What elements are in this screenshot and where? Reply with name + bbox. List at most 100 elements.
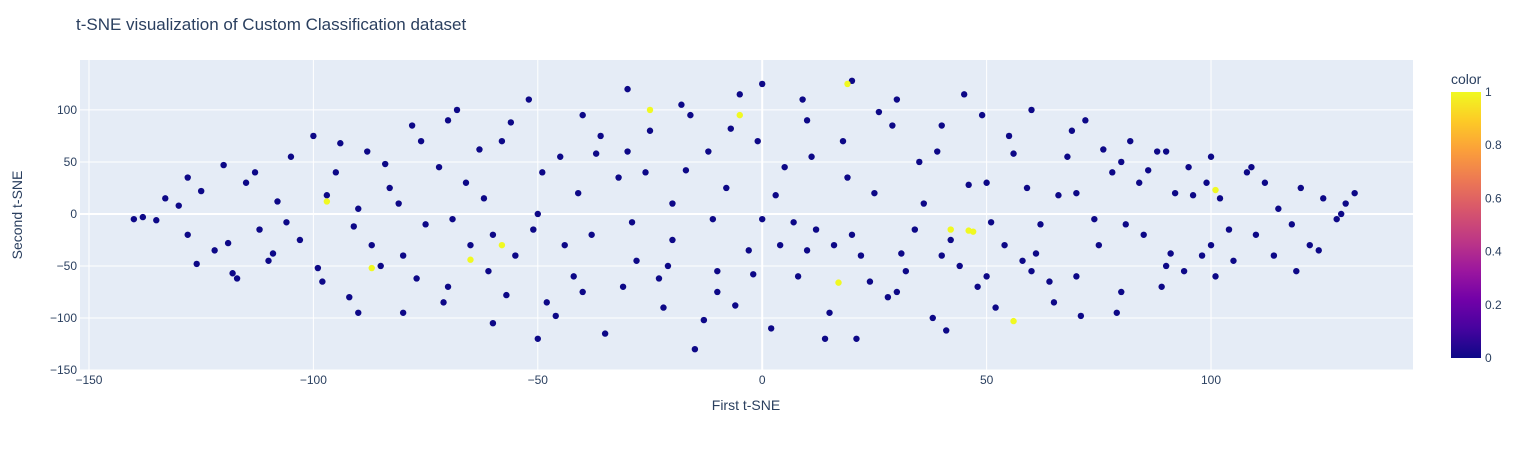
data-point[interactable] (750, 271, 757, 278)
data-point[interactable] (1203, 179, 1210, 186)
data-point[interactable] (1306, 241, 1313, 249)
data-point[interactable] (368, 241, 375, 249)
data-point[interactable] (601, 330, 609, 337)
data-point[interactable] (732, 302, 739, 309)
data-point[interactable] (929, 314, 936, 322)
data-point[interactable] (386, 184, 393, 192)
data-point[interactable] (889, 122, 896, 129)
data-point[interactable] (534, 335, 541, 342)
data-point[interactable] (624, 148, 631, 155)
data-point[interactable] (467, 256, 474, 263)
data-point[interactable] (1270, 252, 1278, 259)
data-point[interactable] (938, 122, 945, 129)
data-point[interactable] (1351, 189, 1358, 197)
data-point[interactable] (1028, 106, 1035, 114)
data-point[interactable] (830, 241, 838, 249)
data-point[interactable] (364, 148, 371, 155)
data-point[interactable] (978, 111, 986, 119)
data-point[interactable] (503, 291, 510, 299)
data-point[interactable] (229, 270, 236, 277)
data-point[interactable] (539, 169, 546, 176)
data-point[interactable] (1064, 153, 1071, 160)
data-point[interactable] (592, 150, 600, 157)
data-point[interactable] (772, 192, 779, 199)
data-point[interactable] (776, 241, 784, 249)
data-point[interactable] (1136, 179, 1143, 186)
data-point[interactable] (799, 96, 806, 103)
data-point[interactable] (1005, 132, 1013, 140)
data-point[interactable] (759, 215, 766, 223)
data-point[interactable] (413, 275, 420, 282)
data-point[interactable] (440, 299, 447, 306)
data-point[interactable] (911, 226, 919, 233)
data-point[interactable] (1144, 167, 1152, 174)
data-point[interactable] (1212, 186, 1219, 194)
data-point[interactable] (893, 288, 901, 296)
data-point[interactable] (1127, 137, 1134, 145)
data-point[interactable] (184, 231, 191, 238)
data-point[interactable] (1037, 221, 1044, 228)
data-point[interactable] (1073, 189, 1080, 197)
data-point[interactable] (557, 153, 564, 160)
data-point[interactable] (974, 283, 981, 290)
data-point[interactable] (408, 122, 416, 129)
data-point[interactable] (1162, 148, 1170, 155)
data-point[interactable] (934, 148, 941, 155)
data-point[interactable] (664, 262, 672, 270)
data-point[interactable] (323, 198, 331, 205)
data-point[interactable] (1261, 179, 1269, 186)
data-point[interactable] (287, 153, 295, 160)
data-point[interactable] (871, 189, 878, 197)
data-point[interactable] (579, 111, 586, 119)
data-point[interactable] (395, 200, 402, 207)
plot-area[interactable] (80, 60, 1413, 370)
data-point[interactable] (453, 106, 461, 114)
data-point[interactable] (242, 179, 250, 186)
data-point[interactable] (969, 228, 977, 235)
data-point[interactable] (256, 226, 263, 233)
data-point[interactable] (467, 241, 474, 249)
data-point[interactable] (947, 226, 954, 233)
data-point[interactable] (175, 202, 182, 209)
data-point[interactable] (561, 241, 568, 249)
data-point[interactable] (399, 309, 407, 316)
data-point[interactable] (687, 111, 694, 119)
data-point[interactable] (1216, 195, 1224, 202)
data-point[interactable] (193, 260, 200, 268)
data-point[interactable] (1207, 153, 1215, 160)
data-point[interactable] (1077, 312, 1085, 320)
data-point[interactable] (1315, 247, 1322, 254)
data-point[interactable] (220, 161, 227, 169)
data-point[interactable] (543, 299, 550, 306)
data-point[interactable] (1140, 231, 1147, 238)
data-point[interactable] (723, 184, 730, 192)
data-point[interactable] (853, 335, 860, 342)
data-point[interactable] (848, 77, 856, 85)
data-point[interactable] (350, 223, 357, 230)
data-point[interactable] (1118, 158, 1125, 166)
data-point[interactable] (1082, 117, 1089, 124)
data-point[interactable] (745, 247, 752, 254)
data-point[interactable] (839, 137, 847, 145)
data-point[interactable] (714, 288, 721, 296)
data-point[interactable] (835, 279, 842, 286)
data-point[interactable] (1158, 283, 1165, 290)
data-point[interactable] (642, 169, 649, 176)
data-point[interactable] (947, 236, 954, 244)
data-point[interactable] (314, 264, 322, 272)
data-point[interactable] (1207, 241, 1215, 249)
data-point[interactable] (1167, 250, 1174, 257)
data-point[interactable] (1252, 231, 1260, 238)
data-point[interactable] (332, 169, 340, 176)
data-point[interactable] (283, 219, 290, 226)
data-point[interactable] (646, 127, 654, 134)
data-point[interactable] (319, 278, 326, 285)
data-point[interactable] (1100, 146, 1107, 153)
data-point[interactable] (130, 215, 138, 223)
data-point[interactable] (646, 106, 654, 114)
data-point[interactable] (727, 125, 734, 132)
data-point[interactable] (444, 283, 452, 290)
data-point[interactable] (417, 137, 425, 145)
data-point[interactable] (736, 111, 743, 119)
data-point[interactable] (669, 200, 676, 207)
